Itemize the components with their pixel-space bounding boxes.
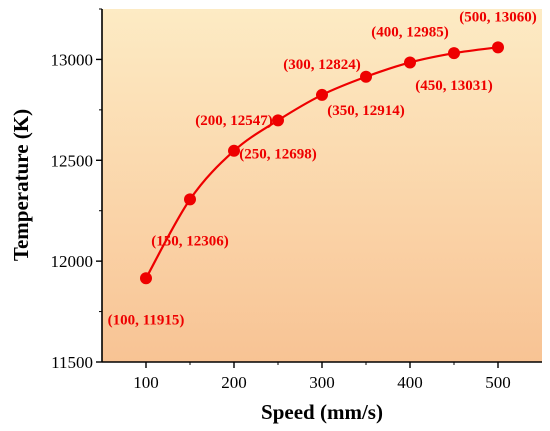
data-label-layer: (100, 11915) (150, 12306) (200, 12547) (250…	[108, 9, 537, 328]
x-tick-label: 500	[485, 373, 511, 392]
data-point	[228, 144, 240, 157]
data-label: (300, 12824)	[283, 57, 361, 73]
x-tick-label: 300	[309, 373, 335, 392]
data-label: (350, 12914)	[327, 103, 405, 119]
data-label: (250, 12698)	[239, 146, 317, 162]
data-point	[404, 56, 416, 69]
x-tick-label: 400	[397, 373, 423, 392]
data-label: (100, 11915)	[108, 312, 185, 328]
data-label: (400, 12985)	[371, 24, 449, 40]
data-label: (500, 13060)	[459, 9, 537, 25]
y-tick-label: 12000	[51, 252, 94, 271]
x-tick-label: 200	[221, 373, 247, 392]
x-axis-title: Speed (mm/s)	[261, 400, 383, 424]
data-point	[184, 193, 196, 206]
data-label: (450, 13031)	[415, 78, 493, 94]
data-point	[272, 114, 284, 127]
y-tick-label: 12500	[51, 151, 94, 170]
data-point	[492, 41, 504, 54]
data-point	[448, 47, 460, 60]
y-axis-title: Temperature (K)	[9, 109, 33, 261]
data-label: (150, 12306)	[151, 233, 229, 249]
x-tick-label: 100	[133, 373, 159, 392]
y-tick-label: 13000	[51, 50, 94, 69]
plot-area	[102, 9, 542, 362]
data-point	[140, 272, 152, 285]
series-layer	[140, 41, 504, 285]
data-point	[360, 70, 372, 83]
axes-layer: 100 200 300 400 500 11500 12000 12500 13000	[51, 8, 542, 392]
y-tick-label: 11500	[51, 353, 93, 372]
data-point	[316, 88, 328, 101]
data-label: (200, 12547)	[195, 113, 273, 129]
